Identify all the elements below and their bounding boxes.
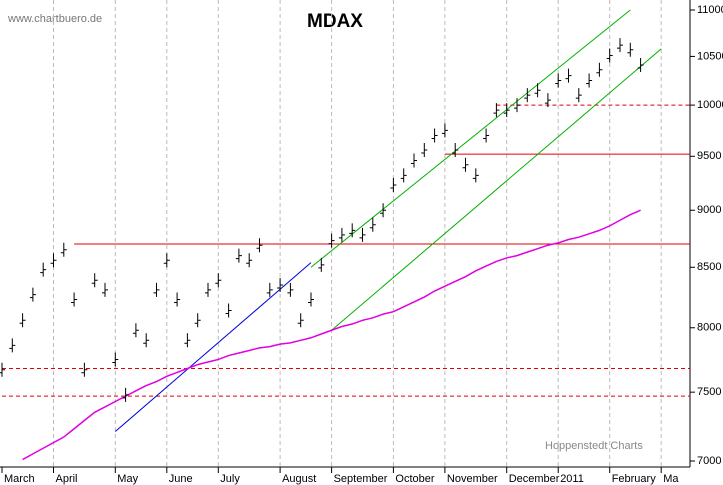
source: www.chartbuero.de: [7, 13, 102, 25]
price-bar: [555, 73, 562, 88]
price-bar: [40, 262, 47, 277]
price-bar: [19, 313, 26, 328]
price-bar: [318, 257, 325, 272]
price-bar: [225, 303, 232, 318]
price-bar: [338, 227, 345, 242]
price-bar: [143, 333, 150, 348]
x-tick-label: December: [509, 473, 560, 485]
price-bar: [132, 323, 139, 338]
price-bar: [174, 292, 181, 307]
price-bar: [215, 273, 222, 288]
price-bar: [380, 203, 387, 218]
price-bar: [184, 333, 191, 348]
price-bar: [81, 362, 88, 377]
x-tick-label: February: [612, 473, 657, 485]
trend-line: [310, 9, 631, 268]
price-bar: [452, 143, 459, 158]
price-bar: [575, 88, 582, 103]
price-bar: [277, 278, 284, 293]
price-bar: [246, 253, 253, 268]
price-bar: [359, 227, 366, 242]
price-bar: [565, 68, 572, 83]
x-tick-label: Ma: [663, 473, 679, 485]
price-bar: [411, 153, 417, 168]
price-bar: [194, 313, 201, 328]
price-bar: [153, 282, 160, 297]
y-tick-label: 8500: [697, 261, 721, 273]
price-bar: [462, 157, 469, 172]
price-bar: [163, 253, 170, 268]
price-bar: [91, 273, 98, 288]
price-bar: [421, 143, 428, 158]
price-bar: [400, 168, 407, 183]
price-bar: [256, 238, 263, 253]
price-bar: [369, 217, 376, 232]
price-bar: [0, 362, 5, 377]
price-bar: [606, 48, 613, 63]
y-tick-label: 9500: [697, 150, 721, 162]
price-bar: [544, 93, 551, 108]
price-bar: [112, 352, 119, 367]
x-tick-label: September: [334, 473, 388, 485]
price-bar: [627, 42, 634, 57]
y-tick-label: 9000: [697, 204, 721, 216]
x-tick-label: July: [220, 473, 240, 485]
price-bar: [308, 292, 314, 307]
chart-title: MDAX: [307, 11, 363, 32]
price-bar: [29, 287, 36, 302]
price-bar: [266, 282, 273, 297]
trend-line: [114, 262, 312, 432]
y-tick-label: 11000: [697, 4, 723, 16]
price-bar: [483, 128, 490, 143]
price-bar: [514, 98, 520, 113]
price-bar: [328, 233, 335, 248]
y-tick-label: 8000: [697, 322, 721, 334]
price-bar: [503, 103, 510, 118]
x-tick-label: June: [169, 473, 193, 485]
price-bar: [493, 103, 500, 118]
x-tick-label: March: [4, 473, 35, 485]
price-bar: [60, 242, 67, 257]
price-bar: [297, 313, 304, 328]
x-tick-label: 2011: [560, 473, 584, 485]
price-bar: [102, 282, 108, 297]
credit: Hoppenstedt Charts: [545, 440, 643, 452]
price-bar: [71, 292, 78, 307]
y-tick-label: 7500: [697, 386, 721, 398]
price-bar: [637, 58, 644, 73]
price-bar: [441, 123, 448, 138]
x-tick-label: April: [56, 473, 78, 485]
y-tick-label: 7000: [697, 455, 721, 467]
price-bar: [9, 338, 16, 353]
price-bar: [534, 83, 541, 98]
price-bar: [596, 62, 603, 77]
price-bar: [390, 178, 397, 193]
x-tick-label: August: [282, 473, 316, 485]
y-tick-label: 10000: [697, 99, 723, 111]
price-bar: [431, 128, 438, 143]
x-tick-label: May: [117, 473, 138, 485]
price-bar: [235, 248, 242, 263]
price-bar: [349, 223, 356, 238]
y-tick-label: 10500: [697, 50, 723, 62]
price-bar: [524, 88, 531, 103]
trend-line: [331, 48, 662, 331]
price-bar: [287, 282, 294, 297]
price-bar: [617, 38, 623, 53]
x-tick-label: October: [395, 473, 434, 485]
price-bar: [50, 253, 57, 268]
x-tick-label: November: [447, 473, 498, 485]
price-bar: [472, 168, 479, 183]
price-bar: [205, 282, 211, 297]
price-bar: [586, 73, 593, 88]
price-bar: [122, 387, 129, 402]
